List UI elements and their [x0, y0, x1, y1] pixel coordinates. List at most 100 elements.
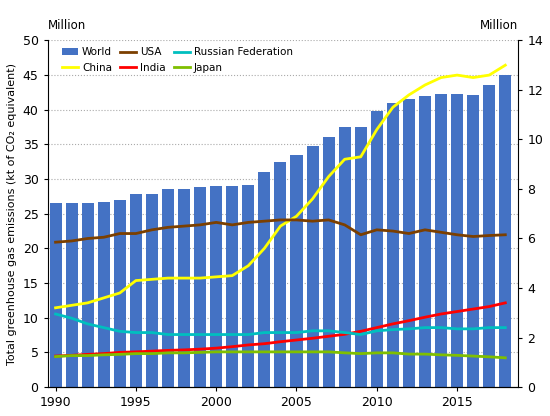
Russian Federation — [261, 330, 268, 335]
Russian Federation — [84, 322, 91, 327]
India — [213, 346, 219, 351]
Russian Federation — [148, 330, 155, 335]
Japan — [52, 354, 59, 359]
Japan — [389, 350, 396, 355]
USA — [52, 240, 59, 245]
China — [84, 300, 91, 305]
India — [373, 325, 380, 330]
Bar — [178, 189, 190, 387]
Bar — [194, 187, 206, 387]
Japan — [68, 353, 75, 358]
Bar — [339, 127, 351, 387]
USA — [68, 238, 75, 243]
China — [164, 276, 171, 281]
Bar — [419, 96, 431, 387]
Japan — [373, 350, 380, 355]
India — [502, 300, 509, 305]
Russian Federation — [342, 330, 348, 335]
Russian Federation — [164, 332, 171, 337]
China — [213, 275, 219, 280]
India — [84, 352, 91, 357]
Japan — [358, 351, 364, 356]
USA — [389, 228, 396, 233]
India — [52, 354, 59, 359]
Bar — [146, 194, 158, 387]
Russian Federation — [133, 330, 139, 335]
Bar — [355, 127, 367, 387]
Text: Million: Million — [480, 19, 518, 32]
USA — [213, 220, 219, 225]
USA — [164, 225, 171, 230]
USA — [325, 218, 332, 223]
India — [454, 309, 460, 314]
Japan — [325, 349, 332, 354]
China — [438, 75, 444, 80]
Line: Russian Federation: Russian Federation — [56, 314, 505, 334]
China — [309, 196, 316, 201]
China — [52, 305, 59, 310]
India — [325, 334, 332, 339]
Japan — [309, 349, 316, 354]
Japan — [245, 349, 251, 354]
USA — [470, 234, 476, 239]
USA — [277, 218, 284, 223]
Russian Federation — [325, 328, 332, 333]
India — [358, 329, 364, 334]
Bar — [114, 200, 126, 387]
India — [164, 348, 171, 353]
Japan — [293, 349, 300, 354]
China — [406, 92, 412, 97]
Text: Million: Million — [47, 19, 86, 32]
Legend: World, China, USA, India, Russian Federation, Japan: World, China, USA, India, Russian Federa… — [62, 47, 293, 72]
Russian Federation — [502, 325, 509, 330]
Japan — [486, 354, 493, 359]
Bar — [467, 94, 479, 387]
Bar — [290, 155, 303, 387]
Bar — [98, 202, 110, 387]
USA — [245, 220, 251, 225]
China — [454, 73, 460, 78]
China — [181, 276, 188, 281]
India — [117, 350, 123, 355]
China — [486, 73, 493, 78]
China — [422, 82, 428, 87]
Russian Federation — [213, 332, 219, 337]
USA — [454, 232, 460, 237]
Japan — [261, 349, 268, 354]
Japan — [164, 350, 171, 355]
Japan — [133, 351, 139, 356]
Bar — [483, 86, 495, 387]
Russian Federation — [197, 332, 204, 337]
China — [470, 75, 476, 80]
China — [148, 277, 155, 282]
Japan — [454, 353, 460, 358]
Russian Federation — [117, 329, 123, 334]
India — [148, 349, 155, 354]
China — [245, 263, 251, 268]
India — [181, 347, 188, 352]
India — [293, 337, 300, 342]
Russian Federation — [293, 330, 300, 335]
Bar — [403, 99, 415, 387]
Bar — [65, 203, 78, 387]
USA — [422, 227, 428, 232]
China — [133, 278, 139, 283]
India — [229, 344, 235, 349]
Russian Federation — [245, 332, 251, 337]
Japan — [84, 353, 91, 358]
USA — [486, 233, 493, 238]
Russian Federation — [486, 325, 493, 330]
China — [325, 174, 332, 179]
China — [261, 246, 268, 251]
Russian Federation — [229, 332, 235, 337]
USA — [148, 227, 155, 232]
China — [229, 273, 235, 278]
Russian Federation — [68, 316, 75, 321]
Line: China: China — [56, 65, 505, 308]
India — [342, 332, 348, 337]
USA — [342, 223, 348, 228]
Japan — [117, 352, 123, 357]
India — [470, 307, 476, 312]
China — [293, 214, 300, 219]
Line: USA: USA — [56, 220, 505, 242]
